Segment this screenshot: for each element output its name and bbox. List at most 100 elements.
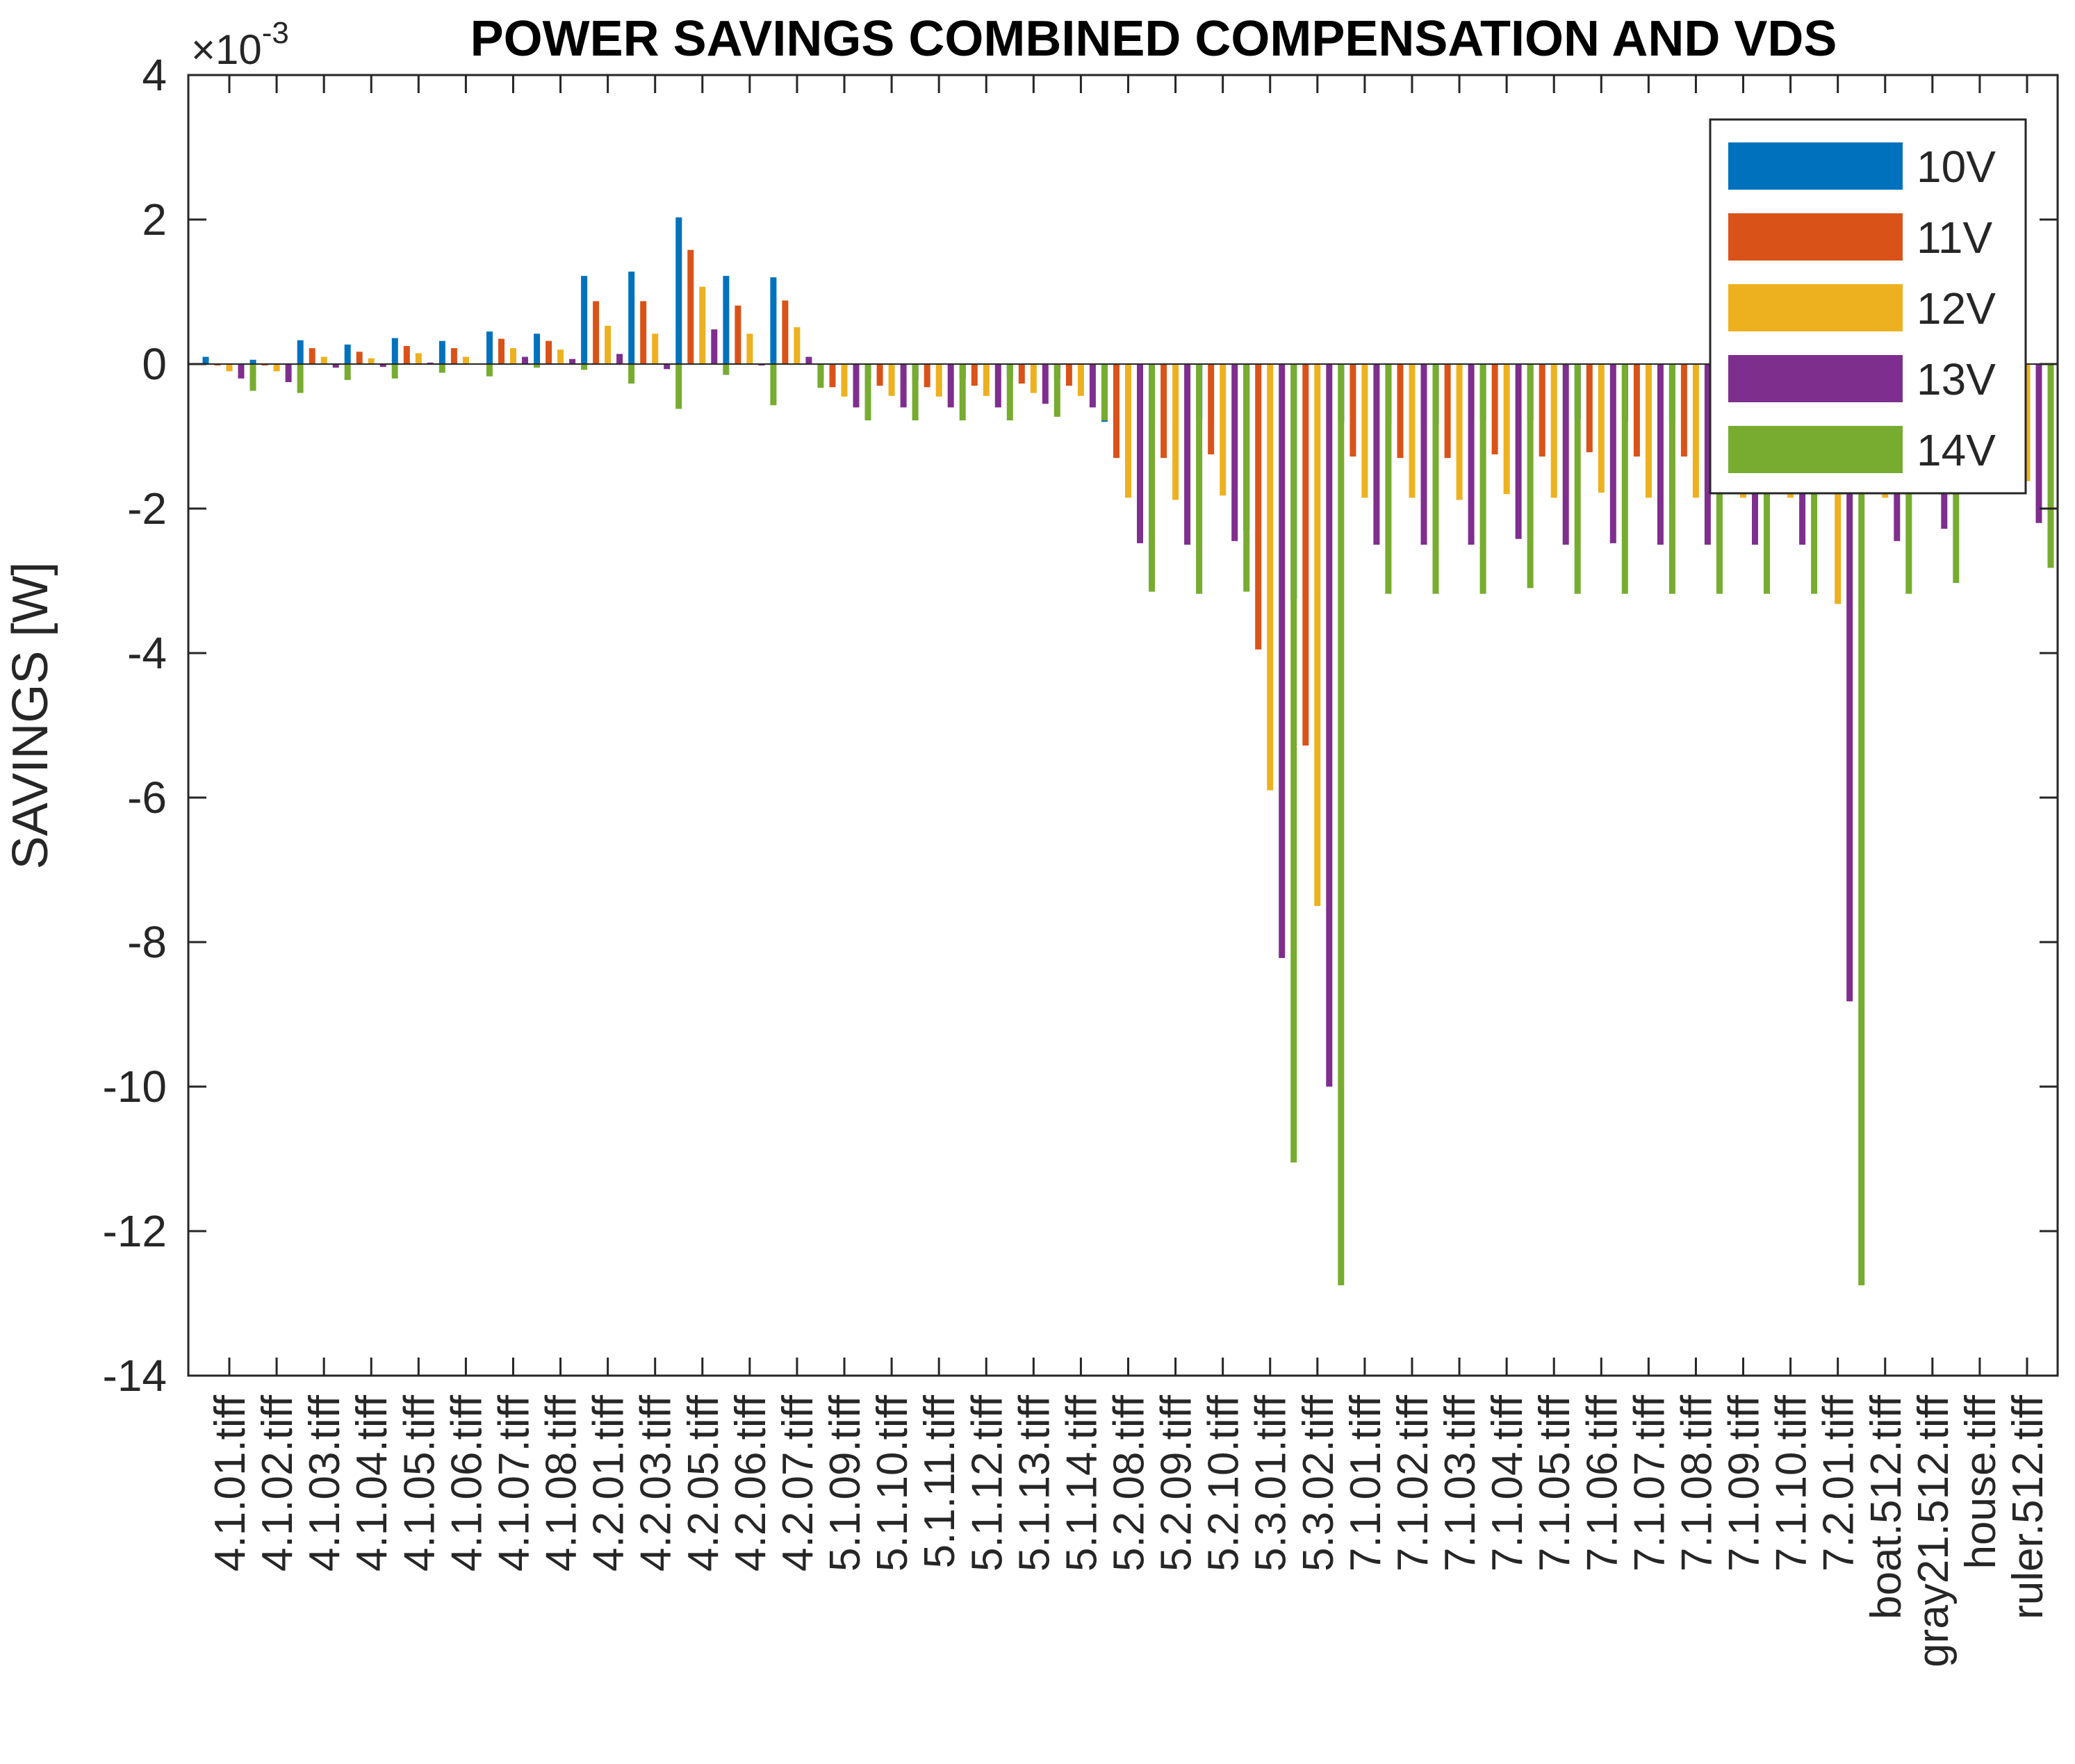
x-tick-label: 4.1.08.tiff	[538, 1394, 586, 1572]
x-tick-label: house.tiff	[1957, 1394, 2005, 1569]
bar-13V-4.2.07.tiff	[805, 356, 812, 364]
bar-12V-5.1.11.tiff	[935, 364, 942, 397]
bar-12V-4.1.02.tiff	[273, 364, 280, 372]
x-tick-label: ruler.512.tiff	[2004, 1394, 2052, 1619]
y-tick-label: -12	[103, 1206, 167, 1256]
legend-swatch-14V	[1728, 426, 1903, 473]
bar-12V-ruler.512.tiff	[2024, 364, 2031, 481]
bar-13V-5.3.02.tiff	[1326, 364, 1333, 1087]
bar-14V-7.1.03.tiff	[1479, 364, 1486, 594]
x-axis: 4.1.01.tiff 4.1.02.tiff 4.1.03.tiff 4.1.04.…	[206, 75, 2052, 1667]
bar-13V-5.2.08.tiff	[1137, 364, 1143, 543]
bar-13V-5.1.12.tiff	[994, 364, 1001, 408]
bar-14V-4.1.04.tiff	[391, 364, 398, 379]
x-tick-label: 7.1.10.tiff	[1768, 1394, 1816, 1572]
x-tick-label: 5.1.13.tiff	[1010, 1394, 1058, 1572]
bar-12V-7.1.05.tiff	[1550, 364, 1557, 498]
bar-13V-5.3.01.tiff	[1279, 364, 1286, 958]
plot-frame	[187, 74, 2059, 1377]
bar-14V-5.3.01.tiff	[1290, 364, 1297, 1163]
x-tick-label: 5.1.14.tiff	[1058, 1394, 1106, 1572]
bar-14V-4.2.05.tiff	[723, 364, 730, 375]
bar-13V-7.1.01.tiff	[1373, 364, 1380, 545]
bar-14V-7.1.06.tiff	[1621, 364, 1628, 594]
x-tick-label: 5.1.09.tiff	[821, 1394, 869, 1572]
x-tick-label: 7.1.07.tiff	[1625, 1394, 1673, 1572]
bar-11V-4.1.03.tiff	[309, 348, 315, 364]
bar-13V-7.2.01.tiff	[1846, 364, 1853, 1002]
bar-10V-4.1.03.tiff	[297, 340, 304, 364]
y-tick-label: -14	[103, 1351, 167, 1401]
bar-14V-ruler.512.tiff	[2047, 364, 2054, 568]
bar-10V-4.2.06.tiff	[723, 276, 730, 364]
bar-10V-4.1.05.tiff	[391, 338, 398, 364]
bar-11V-5.1.13.tiff	[1018, 364, 1025, 384]
bar-13V-7.1.03.tiff	[1468, 364, 1475, 545]
bar-11V-4.1.05.tiff	[403, 346, 410, 364]
bar-10V-4.2.01.tiff	[581, 276, 588, 364]
legend-swatch-12V	[1728, 284, 1903, 331]
bar-14V-4.1.05.tiff	[438, 364, 445, 373]
bar-12V-4.1.07.tiff	[510, 348, 516, 364]
legend-label-14V: 14V	[1917, 425, 1996, 475]
bar-14V-5.3.02.tiff	[1338, 364, 1345, 1285]
x-tick-label: 5.1.10.tiff	[869, 1394, 917, 1572]
bar-14V-7.1.07.tiff	[1668, 364, 1675, 594]
bar-14V-4.1.08.tiff	[581, 364, 588, 370]
x-tick-label: 7.1.01.tiff	[1342, 1394, 1390, 1572]
x-tick-label: 5.2.09.tiff	[1153, 1394, 1201, 1572]
bar-12V-7.1.07.tiff	[1645, 364, 1652, 498]
bar-12V-7.1.02.tiff	[1409, 364, 1416, 498]
bar-12V-5.1.10.tiff	[888, 364, 895, 396]
bar-13V-4.2.03.tiff	[664, 364, 671, 370]
bar-14V-5.1.14.tiff	[1101, 364, 1108, 421]
legend-label-11V: 11V	[1917, 213, 1992, 263]
x-tick-label: 4.1.03.tiff	[301, 1394, 349, 1572]
x-tick-label: 4.1.01.tiff	[206, 1394, 254, 1572]
bar-10V-4.1.06.tiff	[438, 340, 445, 364]
x-tick-label: 4.1.04.tiff	[348, 1394, 396, 1572]
bar-11V-5.2.10.tiff	[1208, 364, 1215, 454]
bar-13V-ruler.512.tiff	[2035, 364, 2042, 523]
bar-11V-5.3.01.tiff	[1255, 364, 1262, 650]
bar-11V-4.1.01.tiff	[214, 364, 221, 366]
bar-13V-4.1.07.tiff	[522, 356, 528, 364]
bar-13V-7.1.08.tiff	[1704, 364, 1711, 545]
bar-12V-7.1.06.tiff	[1598, 364, 1605, 493]
x-tick-label: 7.1.05.tiff	[1531, 1394, 1579, 1572]
bar-11V-7.1.04.tiff	[1491, 364, 1498, 454]
bar-14V-5.2.09.tiff	[1196, 364, 1203, 594]
bar-12V-4.1.03.tiff	[320, 356, 327, 364]
bar-12V-4.2.03.tiff	[652, 333, 659, 364]
bar-12V-4.2.05.tiff	[699, 286, 706, 364]
bar-14V-5.2.10.tiff	[1243, 364, 1250, 592]
x-tick-label: 7.1.02.tiff	[1389, 1394, 1437, 1572]
bar-13V-4.2.01.tiff	[616, 354, 623, 364]
x-tick-label: 4.1.06.tiff	[443, 1394, 491, 1572]
x-tick-label: 7.1.04.tiff	[1484, 1394, 1532, 1572]
x-tick-label: 5.3.01.tiff	[1247, 1394, 1295, 1572]
bar-11V-4.1.08.tiff	[546, 340, 552, 364]
y-tick-label: -2	[127, 484, 167, 534]
legend-label-12V: 12V	[1917, 283, 1996, 333]
bar-14V-4.2.06.tiff	[770, 364, 777, 406]
bar-10V-4.2.03.tiff	[628, 271, 635, 364]
legend-swatch-13V	[1728, 355, 1903, 402]
bar-13V-5.1.09.tiff	[853, 364, 860, 408]
bar-13V-5.2.09.tiff	[1184, 364, 1191, 545]
bar-14V-5.1.09.tiff	[864, 364, 871, 421]
bar-12V-5.1.12.tiff	[983, 364, 990, 396]
bar-13V-5.2.10.tiff	[1231, 364, 1238, 541]
bar-13V-7.1.06.tiff	[1609, 364, 1616, 543]
bar-14V-4.2.07.tiff	[817, 364, 824, 388]
bar-11V-4.1.06.tiff	[450, 348, 457, 364]
x-tick-label: 5.1.11.tiff	[916, 1394, 964, 1568]
bars-layer	[188, 217, 2058, 1285]
bar-13V-4.1.08.tiff	[569, 358, 576, 364]
bar-10V-4.2.07.tiff	[770, 277, 777, 364]
bar-11V-4.2.05.tiff	[687, 249, 694, 364]
bar-10V-4.1.02.tiff	[249, 359, 256, 364]
bar-12V-5.1.14.tiff	[1077, 364, 1084, 396]
bar-12V-4.1.05.tiff	[415, 353, 422, 364]
bar-14V-4.2.01.tiff	[628, 364, 635, 384]
